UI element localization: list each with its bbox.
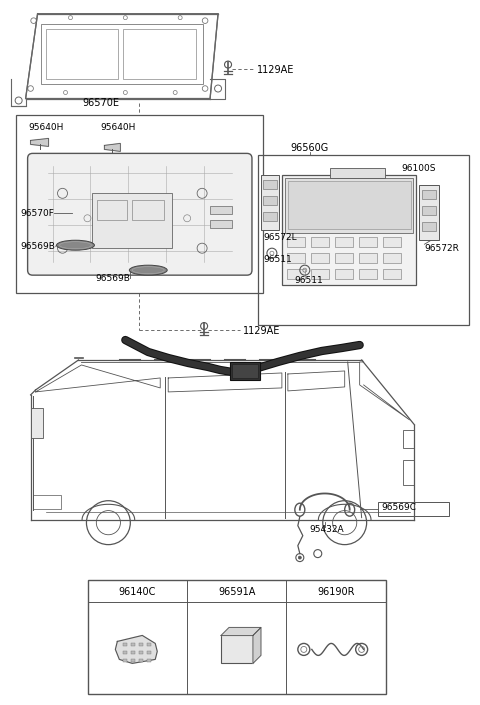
Bar [287, 269, 305, 279]
Bar [230, 362, 260, 380]
Bar [258, 155, 469, 325]
Bar [287, 237, 305, 247]
Bar [420, 185, 439, 240]
Bar [383, 253, 400, 263]
Bar [139, 644, 144, 646]
FancyBboxPatch shape [28, 154, 252, 275]
Polygon shape [104, 143, 120, 152]
Bar [147, 644, 151, 646]
Text: 96569B: 96569B [21, 242, 56, 251]
Bar [359, 269, 377, 279]
Ellipse shape [129, 265, 167, 275]
Bar [311, 237, 329, 247]
Bar [311, 269, 329, 279]
Bar [93, 193, 172, 248]
Text: 1129AE: 1129AE [257, 65, 294, 75]
Text: 96560G: 96560G [291, 143, 329, 154]
Polygon shape [115, 635, 157, 663]
Bar [132, 644, 135, 646]
Polygon shape [31, 138, 48, 147]
Text: 95640H: 95640H [29, 123, 64, 132]
Bar [359, 237, 377, 247]
Circle shape [299, 556, 301, 559]
Bar [132, 651, 135, 654]
Bar [221, 635, 253, 663]
Bar [335, 269, 353, 279]
Bar [288, 181, 410, 229]
Bar [378, 502, 449, 515]
Bar [210, 207, 232, 214]
Text: 95640H: 95640H [100, 123, 136, 132]
Text: 96569C: 96569C [382, 503, 417, 513]
Text: 96511: 96511 [263, 255, 292, 264]
Bar [123, 659, 127, 663]
Text: 96572L: 96572L [263, 233, 297, 242]
Bar [263, 180, 277, 190]
Bar [261, 176, 279, 231]
Text: 96100S: 96100S [402, 164, 436, 173]
Bar [422, 207, 436, 215]
Bar [287, 253, 305, 263]
Bar [335, 253, 353, 263]
Bar [210, 220, 232, 228]
Text: 96569B: 96569B [96, 274, 130, 283]
Bar [147, 659, 151, 663]
Bar [147, 651, 151, 654]
Bar [123, 644, 127, 646]
Bar [232, 364, 258, 378]
Bar [285, 178, 413, 233]
Bar [330, 168, 384, 178]
Bar [335, 237, 353, 247]
Bar [46, 29, 119, 78]
Bar [31, 408, 43, 438]
Polygon shape [221, 627, 261, 635]
Bar [422, 190, 436, 200]
Bar [88, 580, 385, 694]
Bar [33, 495, 60, 509]
Bar [383, 237, 400, 247]
Polygon shape [253, 627, 261, 663]
Text: 1129AE: 1129AE [243, 326, 280, 336]
Text: 96190R: 96190R [317, 587, 354, 596]
Bar [359, 253, 377, 263]
Bar [422, 222, 436, 231]
Bar [41, 24, 203, 83]
Bar [263, 196, 277, 205]
Bar [403, 430, 415, 448]
Bar [16, 116, 263, 293]
Bar [132, 200, 164, 220]
Bar [139, 659, 144, 663]
Text: 96570E: 96570E [82, 99, 119, 109]
Text: 96591A: 96591A [218, 587, 256, 596]
Bar [132, 659, 135, 663]
Text: 96511: 96511 [295, 276, 324, 285]
Text: 95432A: 95432A [310, 525, 345, 534]
Text: 96572R: 96572R [424, 244, 459, 252]
Bar [123, 29, 196, 78]
Bar [311, 253, 329, 263]
Bar [97, 200, 127, 220]
Bar [139, 651, 144, 654]
Bar [282, 176, 417, 285]
Bar [123, 651, 127, 654]
Text: 96140C: 96140C [119, 587, 156, 596]
Ellipse shape [57, 240, 95, 250]
Bar [403, 460, 415, 485]
Bar [383, 269, 400, 279]
Text: 96570F: 96570F [21, 209, 55, 218]
Bar [263, 212, 277, 221]
